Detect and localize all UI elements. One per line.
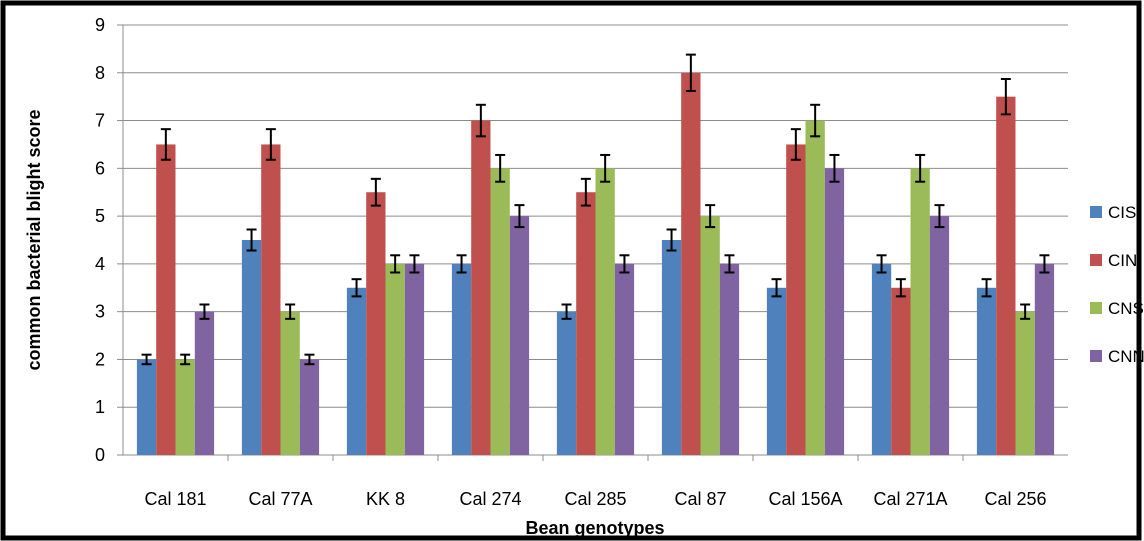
bar [136,359,157,455]
y-tick-labels: 0 1 2 3 4 5 6 7 8 9 [95,15,105,465]
y-tick-label: 0 [95,445,105,465]
bar [805,120,825,456]
bar [976,287,997,455]
bar [871,263,892,455]
bar [261,144,281,455]
bar [929,216,950,455]
bar [366,192,386,455]
x-tick-label: Cal 156A [768,489,842,509]
bar [299,359,320,455]
y-tick-label: 8 [95,63,105,83]
bar [910,168,930,456]
x-tick-labels: Cal 181 Cal 77A KK 8 Cal 274 Cal 285 Cal 87 Ca… [144,489,1046,509]
bar [194,311,215,455]
x-tick-label: Cal 256 [984,489,1046,509]
y-tick-label: 6 [95,158,105,178]
bar [556,311,577,455]
bar [156,144,176,455]
bar [385,263,405,455]
bar [404,263,425,455]
bar [719,263,740,455]
bar [509,216,530,455]
bar [891,287,911,455]
bar [471,120,491,456]
x-tick-label: Cal 181 [144,489,206,509]
y-tick-label: 2 [95,349,105,369]
bar [614,263,635,455]
y-tick-label: 7 [95,111,105,131]
bar [996,96,1016,456]
bar [661,240,682,455]
legend-swatch [1090,350,1102,362]
bar [766,287,787,455]
bars [136,72,1055,456]
x-tick-label: Cal 87 [674,489,726,509]
y-tick-label: 5 [95,206,105,226]
bar [175,359,195,455]
bar [1034,263,1055,455]
x-tick-label: Cal 285 [564,489,626,509]
legend-swatch [1090,302,1102,314]
bar [490,168,510,456]
x-tick-label: Cal 274 [459,489,521,509]
legend-swatch [1090,206,1102,218]
bar [824,168,845,456]
legend-label: CIS [1108,203,1136,222]
bar [595,168,615,456]
legend: CIS CIN CNS CNN [1090,203,1144,366]
bar [1015,311,1035,455]
x-tick-label: Cal 271A [873,489,947,509]
bar [451,263,472,455]
bar [241,240,262,455]
x-tick-label: Cal 77A [248,489,312,509]
legend-swatch [1090,254,1102,266]
x-axis-label: Bean genotypes [525,518,664,538]
y-tick-label: 9 [95,15,105,35]
y-tick-label: 3 [95,302,105,322]
y-tick-label: 1 [95,397,105,417]
bar [700,216,720,455]
legend-label: CNN [1108,347,1144,366]
x-tick-label: KK 8 [366,489,405,509]
bar [346,287,367,455]
bar [786,144,806,455]
bar [280,311,300,455]
legend-label: CIN [1108,251,1137,270]
y-tick-label: 4 [95,254,105,274]
y-axis-label: common bacterial blight score [24,109,44,370]
legend-label: CNS [1108,299,1144,318]
bar [681,72,701,456]
bar [576,192,596,455]
error-bars [141,53,1050,366]
